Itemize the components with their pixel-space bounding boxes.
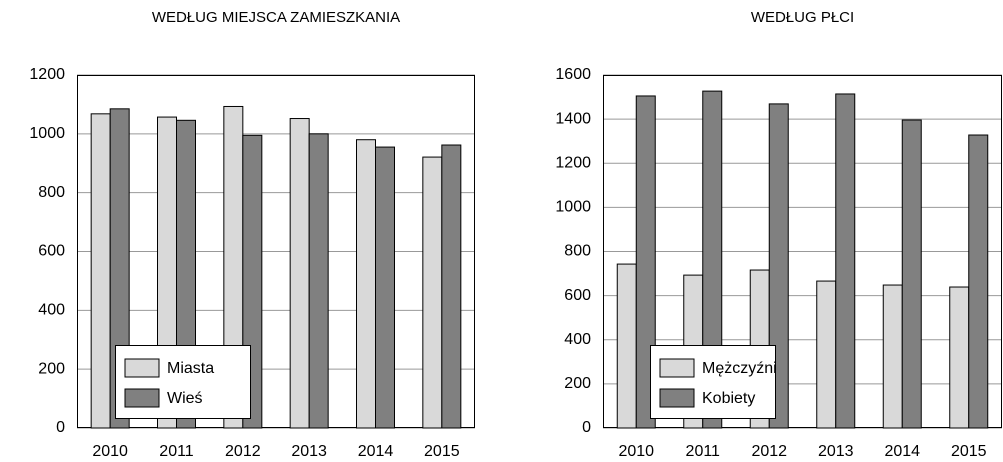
legend-label: Kobiety — [702, 390, 755, 407]
bar — [289, 118, 310, 429]
plot-frame — [603, 75, 1002, 428]
x-tick-label: 2014 — [358, 443, 394, 460]
y-tick-label: 1600 — [555, 66, 591, 83]
chart-title: WEDŁUG MIEJSCA ZAMIESZKANIA — [152, 9, 400, 26]
chart-title: WEDŁUG PŁCI — [751, 9, 854, 26]
y-tick-label: 800 — [38, 184, 65, 201]
bar — [901, 119, 922, 429]
bar — [375, 146, 395, 429]
y-tick-label: 400 — [38, 302, 65, 319]
bar — [90, 113, 111, 429]
x-tick-label: 2015 — [951, 443, 987, 460]
bar — [422, 156, 443, 429]
legend-swatch — [124, 388, 160, 408]
bar — [702, 90, 723, 429]
x-tick-label: 2013 — [818, 443, 854, 460]
bar — [308, 133, 329, 429]
y-tick-label: 1200 — [29, 66, 65, 83]
legend-label: Mężczyźni — [702, 360, 777, 377]
bar — [835, 93, 856, 429]
x-tick-label: 2014 — [884, 443, 920, 460]
y-tick-label: 200 — [564, 375, 591, 392]
y-tick-label: 800 — [564, 243, 591, 260]
legend-swatch — [659, 388, 695, 408]
y-tick-label: 1000 — [555, 199, 591, 216]
bar — [968, 134, 989, 429]
bar — [441, 144, 462, 429]
x-tick-label: 2012 — [751, 443, 787, 460]
y-tick-label: 1000 — [29, 125, 65, 142]
legend-label: Wieś — [167, 390, 203, 407]
legend-label: Miasta — [167, 360, 214, 377]
y-tick-label: 600 — [38, 243, 65, 260]
y-tick-label: 200 — [38, 360, 65, 377]
x-tick-label: 2010 — [618, 443, 654, 460]
y-tick-label: 400 — [564, 331, 591, 348]
plot-frame — [77, 75, 475, 428]
bar — [882, 284, 903, 429]
x-tick-label: 2011 — [159, 443, 194, 460]
legend-swatch — [659, 358, 695, 378]
x-tick-label: 2010 — [92, 443, 128, 460]
y-tick-label: 0 — [582, 419, 591, 436]
x-tick-label: 2012 — [225, 443, 261, 460]
legend-swatch — [124, 358, 160, 378]
bar — [635, 95, 656, 429]
bar — [356, 139, 376, 429]
bar — [616, 263, 637, 429]
y-tick-label: 0 — [56, 419, 65, 436]
x-tick-label: 2011 — [686, 443, 721, 460]
y-tick-label: 600 — [564, 287, 591, 304]
legend-box — [115, 345, 251, 419]
y-tick-label: 1400 — [555, 110, 591, 127]
x-tick-label: 2015 — [424, 443, 460, 460]
legend-box — [650, 345, 776, 419]
x-tick-label: 2013 — [291, 443, 327, 460]
y-tick-label: 1200 — [555, 154, 591, 171]
bar — [816, 280, 837, 429]
bar — [949, 286, 970, 429]
